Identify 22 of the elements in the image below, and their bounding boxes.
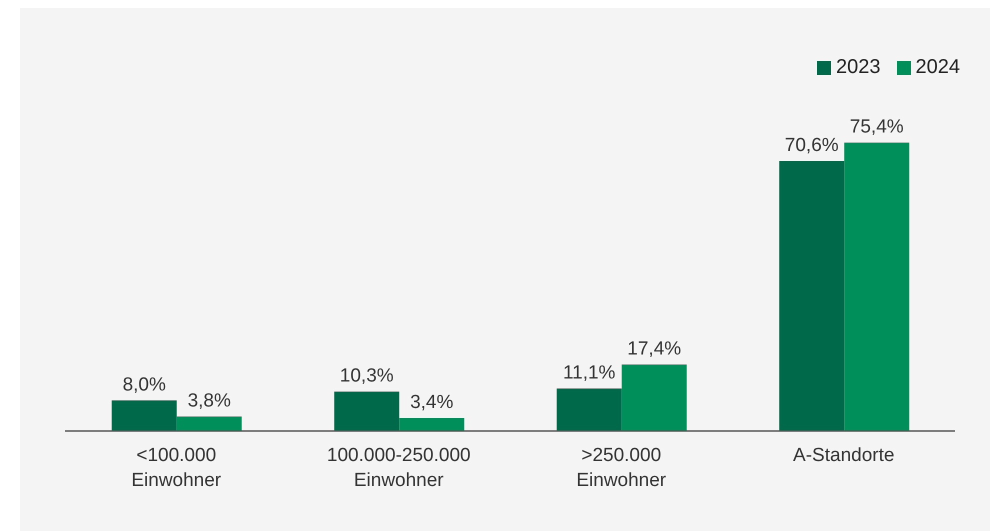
bar	[622, 364, 687, 431]
data-label: 10,3%	[340, 366, 394, 387]
data-label: 3,4%	[410, 392, 454, 413]
x-tick-label: >250.000 Einwohner	[576, 445, 667, 491]
x-tick-label: 100.000-250.000 Einwohner	[326, 445, 471, 491]
bar	[844, 142, 910, 431]
data-label: 8,0%	[122, 374, 166, 396]
bar	[556, 388, 622, 431]
data-label: 17,4%	[627, 338, 682, 360]
bar	[779, 160, 844, 431]
legend-label: 2024	[916, 56, 960, 79]
x-tick-label: <100.000 Einwohner	[131, 445, 222, 491]
data-label: 3,8%	[188, 390, 231, 412]
data-label: 70,6%	[784, 134, 839, 156]
x-tick-label: A-Standorte	[793, 445, 894, 466]
data-label: 11,1%	[562, 362, 616, 384]
data-label: 75,4%	[850, 116, 904, 138]
legend-label: 2023	[836, 56, 880, 79]
bar	[176, 416, 242, 431]
bar	[112, 400, 177, 431]
bar	[399, 418, 464, 431]
bar	[334, 392, 400, 431]
